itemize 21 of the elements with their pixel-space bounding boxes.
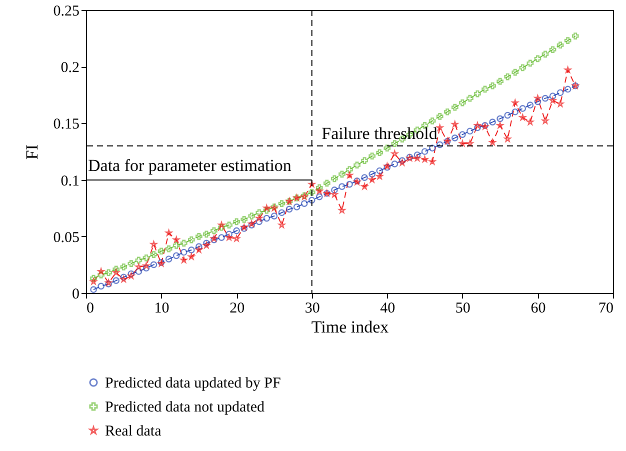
- y-tick-label: 0.15: [53, 116, 80, 133]
- x-tick-label: 40: [380, 300, 396, 316]
- legend-label: Predicted data not updated: [105, 400, 266, 416]
- y-tick-label: 0.1: [60, 173, 80, 190]
- x-tick-label: 70: [598, 300, 614, 316]
- y-tick-label: 0.05: [53, 230, 80, 246]
- x-tick-label: 50: [455, 300, 470, 316]
- y-tick-label: 0: [72, 286, 80, 302]
- x-tick-label: 60: [530, 300, 546, 316]
- y-tick-label: 0.25: [53, 4, 80, 20]
- x-tick-label: 10: [154, 300, 170, 316]
- legend-label: Predicted data updated by PF: [105, 376, 281, 392]
- annotation: Data for parameter estimation: [88, 156, 292, 175]
- y-axis-title: FI: [22, 144, 42, 160]
- x-axis-title: Time index: [311, 318, 390, 336]
- y-tick-label: 0.2: [60, 60, 80, 76]
- ref-line-label: Failure threshold: [322, 124, 438, 143]
- x-tick-label: 0: [86, 300, 94, 316]
- x-tick-label: 20: [230, 300, 245, 316]
- legend-label: Real data: [105, 424, 162, 440]
- x-tick-label: 30: [304, 300, 320, 316]
